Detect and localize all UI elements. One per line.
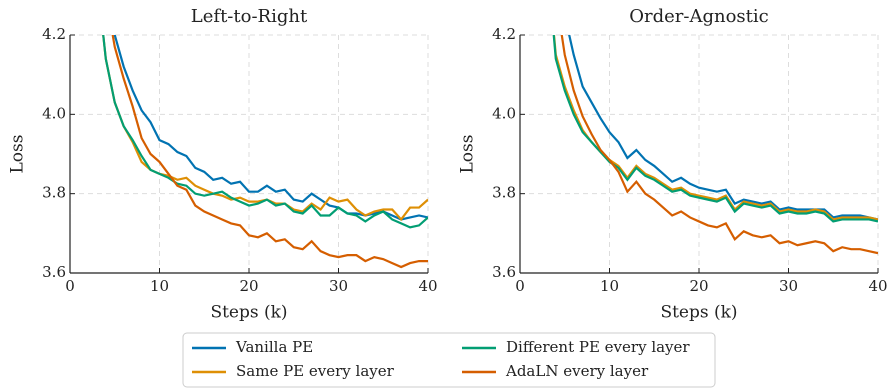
y-tick-label: 4.0 <box>492 104 516 122</box>
x-axis-label: Steps (k) <box>210 303 287 323</box>
series-line <box>560 35 878 255</box>
legend-label: Vanilla PE <box>235 338 313 356</box>
y-tick-label: 3.6 <box>492 263 516 281</box>
y-axis-label: Loss <box>8 135 28 174</box>
legend-label: Same PE every layer <box>236 362 395 380</box>
series-line <box>552 35 878 223</box>
chart-title: Left-to-Right <box>191 6 308 27</box>
series-line <box>111 35 428 269</box>
series-line <box>102 35 428 229</box>
legend-label: AdaLN every layer <box>505 362 649 380</box>
chart-title: Order-Agnostic <box>629 6 768 27</box>
y-tick-label: 4.2 <box>492 25 516 43</box>
y-axis-label: Loss <box>458 135 478 174</box>
x-tick-label: 20 <box>689 277 708 295</box>
y-tick-label: 4.2 <box>42 25 66 43</box>
x-tick-label: 30 <box>329 277 348 295</box>
x-tick-label: 40 <box>868 277 887 295</box>
x-tick-label: 0 <box>65 277 75 295</box>
series-line <box>568 35 878 221</box>
series-line <box>113 35 428 221</box>
legend-label: Different PE every layer <box>506 338 690 356</box>
x-tick-label: 30 <box>779 277 798 295</box>
x-tick-label: 10 <box>600 277 619 295</box>
x-tick-label: 10 <box>150 277 169 295</box>
legend-box <box>182 332 716 388</box>
y-tick-label: 3.6 <box>42 263 66 281</box>
y-tick-label: 4.0 <box>42 104 66 122</box>
x-axis-label: Steps (k) <box>660 303 737 323</box>
series-line <box>102 35 428 222</box>
y-tick-label: 3.8 <box>42 184 66 202</box>
x-tick-label: 20 <box>239 277 258 295</box>
y-tick-label: 3.8 <box>492 184 516 202</box>
x-tick-label: 40 <box>418 277 437 295</box>
x-tick-label: 0 <box>515 277 525 295</box>
